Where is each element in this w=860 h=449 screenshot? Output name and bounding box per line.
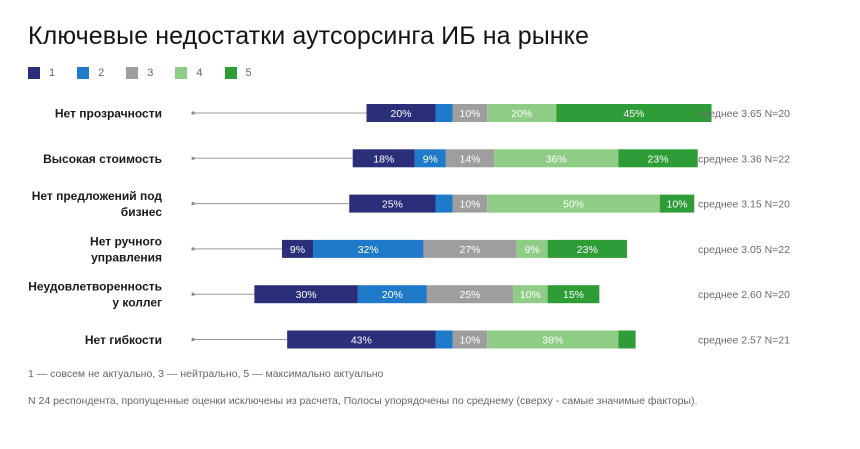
guide-dot [191,202,195,206]
bar-segment [445,149,495,168]
segment-label: 36% [546,153,567,165]
row-summary: среднее 3.36 N=22 [698,153,790,165]
bar-segment [487,330,619,349]
segment-label: 43% [351,335,372,347]
scale-note: 1 — совсем не актуально, 3 — нейтрально,… [28,368,384,380]
category-label: управления [91,250,162,264]
row-summary: среднее 3.05 N=22 [698,244,790,256]
segment-label: 30% [296,289,317,301]
segment-label: 10% [459,335,480,347]
segment-label: 9% [423,153,438,165]
legend-item: 4 [175,67,203,79]
row-summary: среднее 2.60 N=20 [698,289,790,301]
legend-label: 5 [245,67,252,79]
legend-item: 1 [28,67,55,79]
category-label: Нет прозрачности [55,107,162,121]
segment-label: 10% [520,289,541,301]
segment-label: 18% [373,153,394,165]
bar-segment [366,104,436,122]
segment-label: 25% [382,199,403,211]
bar-segment [516,239,548,258]
guide-dot [191,156,195,160]
segment-label: 25% [459,289,480,301]
chart-title: Ключевые недостатки аутсорсинга ИБ на ры… [28,22,590,50]
bar-segment [487,104,557,122]
segment-label: 10% [459,108,480,120]
bar-segment [426,285,514,304]
guide-dot [191,247,195,251]
guide-dot [191,292,195,296]
segment-label: 10% [459,199,480,211]
bar-segment [349,194,436,213]
category-label: Нет ручного [90,234,162,248]
category-label: Нет гибкости [85,333,162,347]
legend-label: 4 [196,67,203,79]
bar-segment [452,104,488,122]
segment-label: 20% [382,289,403,301]
segment-label: 27% [459,244,480,256]
category-label: Неудовлетворенность [28,280,162,294]
bar-segment [423,239,517,258]
legend-swatch [77,67,90,79]
category-label: у коллег [112,296,162,310]
legend-item: 5 [224,67,252,79]
segment-label: 14% [459,153,480,165]
legend-label: 1 [49,67,56,79]
legend-swatch [126,67,139,79]
row-summary: среднее 3.15 N=20 [698,199,790,211]
bar-segment [435,330,453,349]
bar-segment [547,285,600,304]
segment-label: 10% [666,199,687,211]
segment-label: 20% [511,108,532,120]
bar-segment [435,194,453,213]
segment-label: 20% [390,108,411,120]
category-label: бизнес [121,205,163,219]
sample-note: N 24 респондента, пропущенные оценки иск… [28,395,698,407]
category-label: Высокая стоимость [43,152,162,166]
bar-segment [513,285,548,304]
segment-label: 15% [563,289,584,301]
category-label: Нет предложений под [32,189,163,203]
bar-segment [618,149,698,168]
bar-segment [414,149,446,168]
bar-segment [287,330,436,349]
legend-swatch [175,67,188,79]
legend-label: 2 [98,67,105,79]
bar-segment [547,239,627,258]
bar-segment [618,330,636,349]
guide-dot [191,337,195,342]
bar-segment [659,194,695,213]
bar-segment [357,285,427,304]
segment-label: 23% [577,244,598,256]
bar-segment [452,330,488,349]
bar-segment [452,194,488,213]
legend-swatch [224,67,237,79]
legend-label: 3 [147,67,154,79]
guide-dot [191,111,195,115]
legend: 1 2 3 4 5 [28,66,274,80]
segment-label: 45% [623,108,644,120]
segment-label: 50% [563,199,584,211]
legend-swatch [28,67,40,79]
row-summary: среднее 2.57 N=21 [698,335,790,347]
segment-label: 23% [648,153,669,165]
bar-segment [494,149,619,168]
bar-segment [313,239,424,258]
segment-label: 9% [290,244,305,256]
row-summary: среднее 3.65 N=20 [698,108,790,120]
legend-item: 3 [126,67,153,79]
bar-segment [487,194,660,213]
segment-label: 38% [542,335,563,347]
legend-item: 2 [77,67,104,79]
bar-segment [556,104,712,122]
segment-label: 32% [358,244,379,256]
bar-segment [352,149,415,168]
segment-label: 9% [525,244,540,256]
bar-segment [435,104,453,122]
bar-segment [254,285,358,304]
bar-segment [281,239,314,258]
